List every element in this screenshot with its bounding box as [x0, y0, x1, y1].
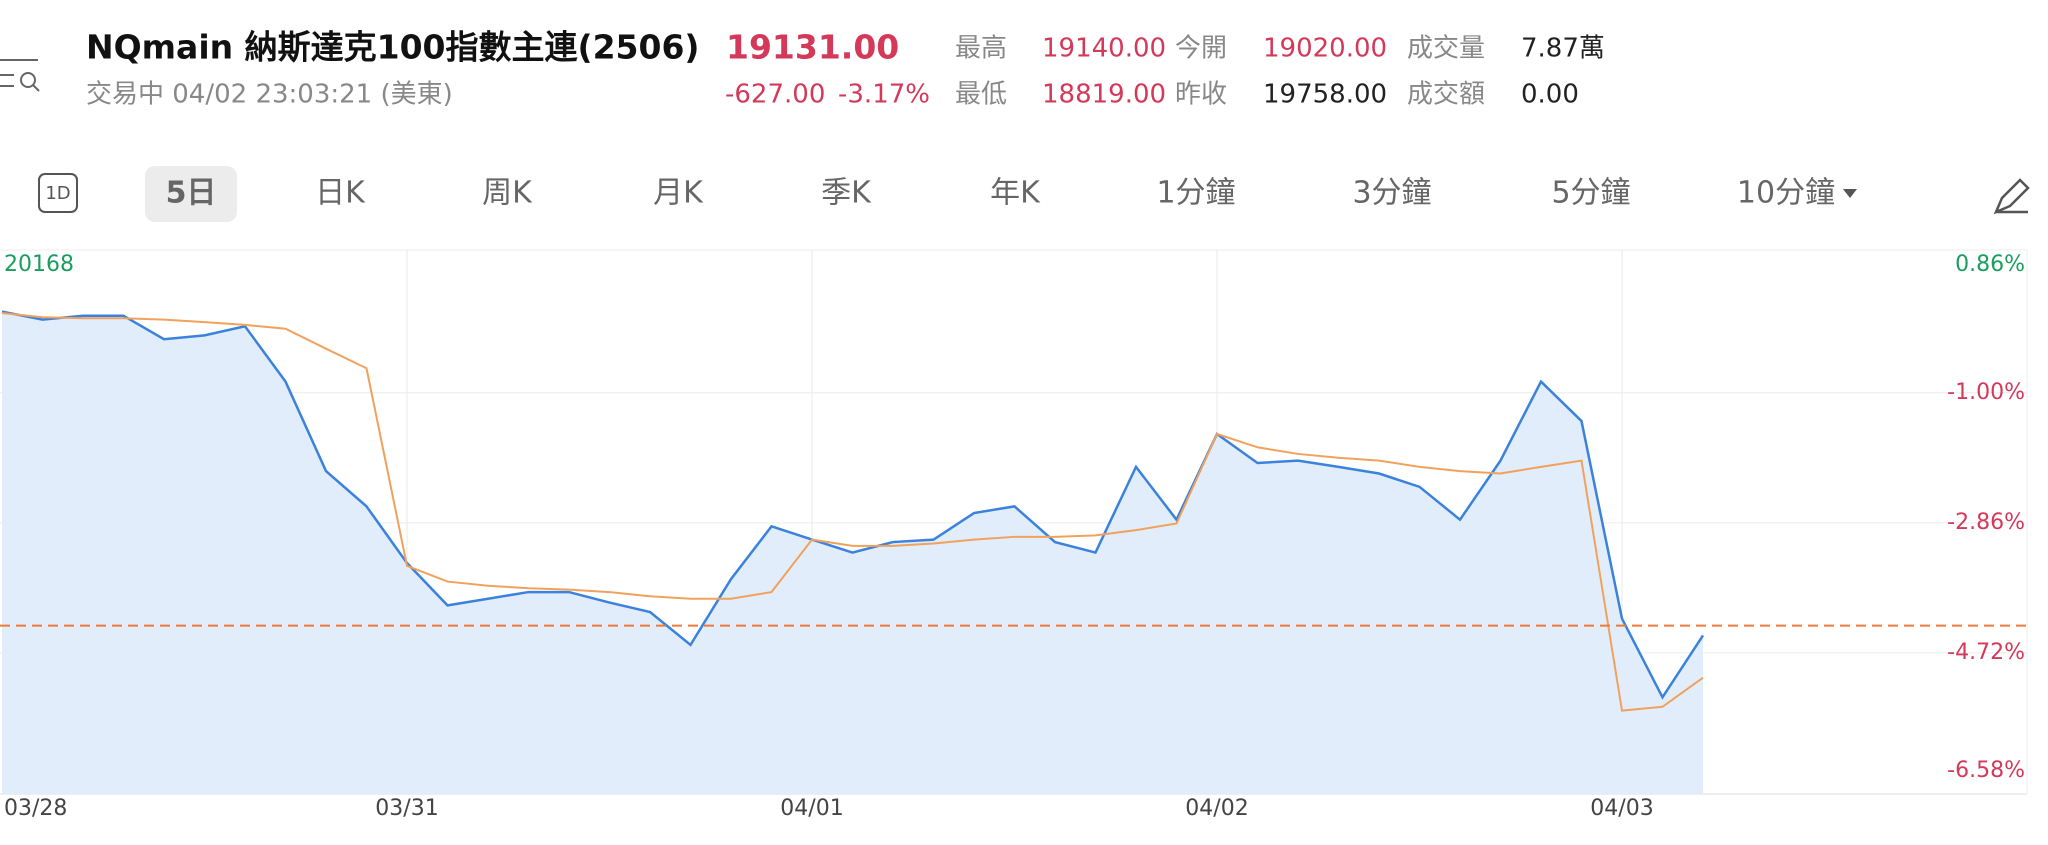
stat-value: 19140.00 [1042, 34, 1166, 64]
tab[interactable]: 季K [821, 176, 872, 211]
stat-label: 最高 [955, 34, 1007, 64]
x-tick-label: 04/02 [1185, 796, 1248, 821]
tab[interactable]: 周K [482, 176, 533, 211]
change-pct: -3.17% [838, 80, 930, 110]
change: -627.00 [725, 80, 825, 110]
stat-value: 18819.00 [1042, 80, 1166, 110]
y2-tick-label: -2.86% [1947, 510, 2025, 535]
stat-label: 今開 [1175, 34, 1227, 64]
menu-icon[interactable] [0, 59, 40, 92]
stat-label: 昨收 [1175, 80, 1227, 110]
tab[interactable]: 10分鐘 [1737, 176, 1835, 211]
x-tick-label: 04/03 [1590, 796, 1653, 821]
y2-tick-label: -6.58% [1947, 758, 2025, 783]
x-tick-label: 04/01 [780, 796, 843, 821]
status: 交易中 04/02 23:03:21 (美東) [86, 80, 453, 110]
y2-tick-label: 0.86% [1955, 252, 2025, 277]
y2-tick-label: -4.72% [1947, 640, 2025, 665]
stat-label: 成交額 [1407, 80, 1485, 110]
dropdown-arrow [1843, 189, 1857, 198]
tab[interactable]: 3分鐘 [1352, 176, 1431, 211]
x-tick-label: 03/31 [375, 796, 438, 821]
average-line [1, 312, 1704, 712]
y-tick-label: 20168 [4, 252, 74, 277]
period-icon-text: 1D [45, 183, 70, 204]
stat-value: 7.87萬 [1521, 34, 1605, 64]
y2-tick-label: -1.00% [1947, 380, 2025, 405]
stat-value: 19020.00 [1263, 34, 1387, 64]
stat-label: 成交量 [1407, 34, 1485, 64]
stat-value: 19758.00 [1263, 80, 1387, 110]
tab[interactable]: 日K [315, 176, 366, 211]
draw-tool-icon[interactable] [1993, 178, 2030, 215]
chart: 03/2803/3104/0104/0204/0318681-6.58%1905… [0, 249, 2028, 821]
x-tick-label: 03/28 [4, 796, 67, 821]
tab[interactable]: 1分鐘 [1156, 176, 1235, 211]
price: 19131.00 [726, 28, 899, 67]
tab[interactable]: 5日 [166, 176, 217, 211]
price-line [1, 310, 1705, 700]
period-icon[interactable] [38, 173, 78, 213]
tab[interactable]: 5分鐘 [1551, 176, 1630, 211]
tab-selected-bg [145, 166, 237, 222]
stat-label: 最低 [955, 80, 1007, 110]
stat-value: 0.00 [1521, 80, 1579, 110]
tab-bar: 5日 日K 周K 月K 季K 年K 1分鐘 3分鐘 5分鐘 10分鐘 [145, 166, 1857, 222]
tab[interactable]: 年K [990, 176, 1041, 211]
symbol-title: NQmain 納斯達克100指數主連(2506) [86, 28, 700, 67]
tab[interactable]: 月K [653, 176, 704, 211]
